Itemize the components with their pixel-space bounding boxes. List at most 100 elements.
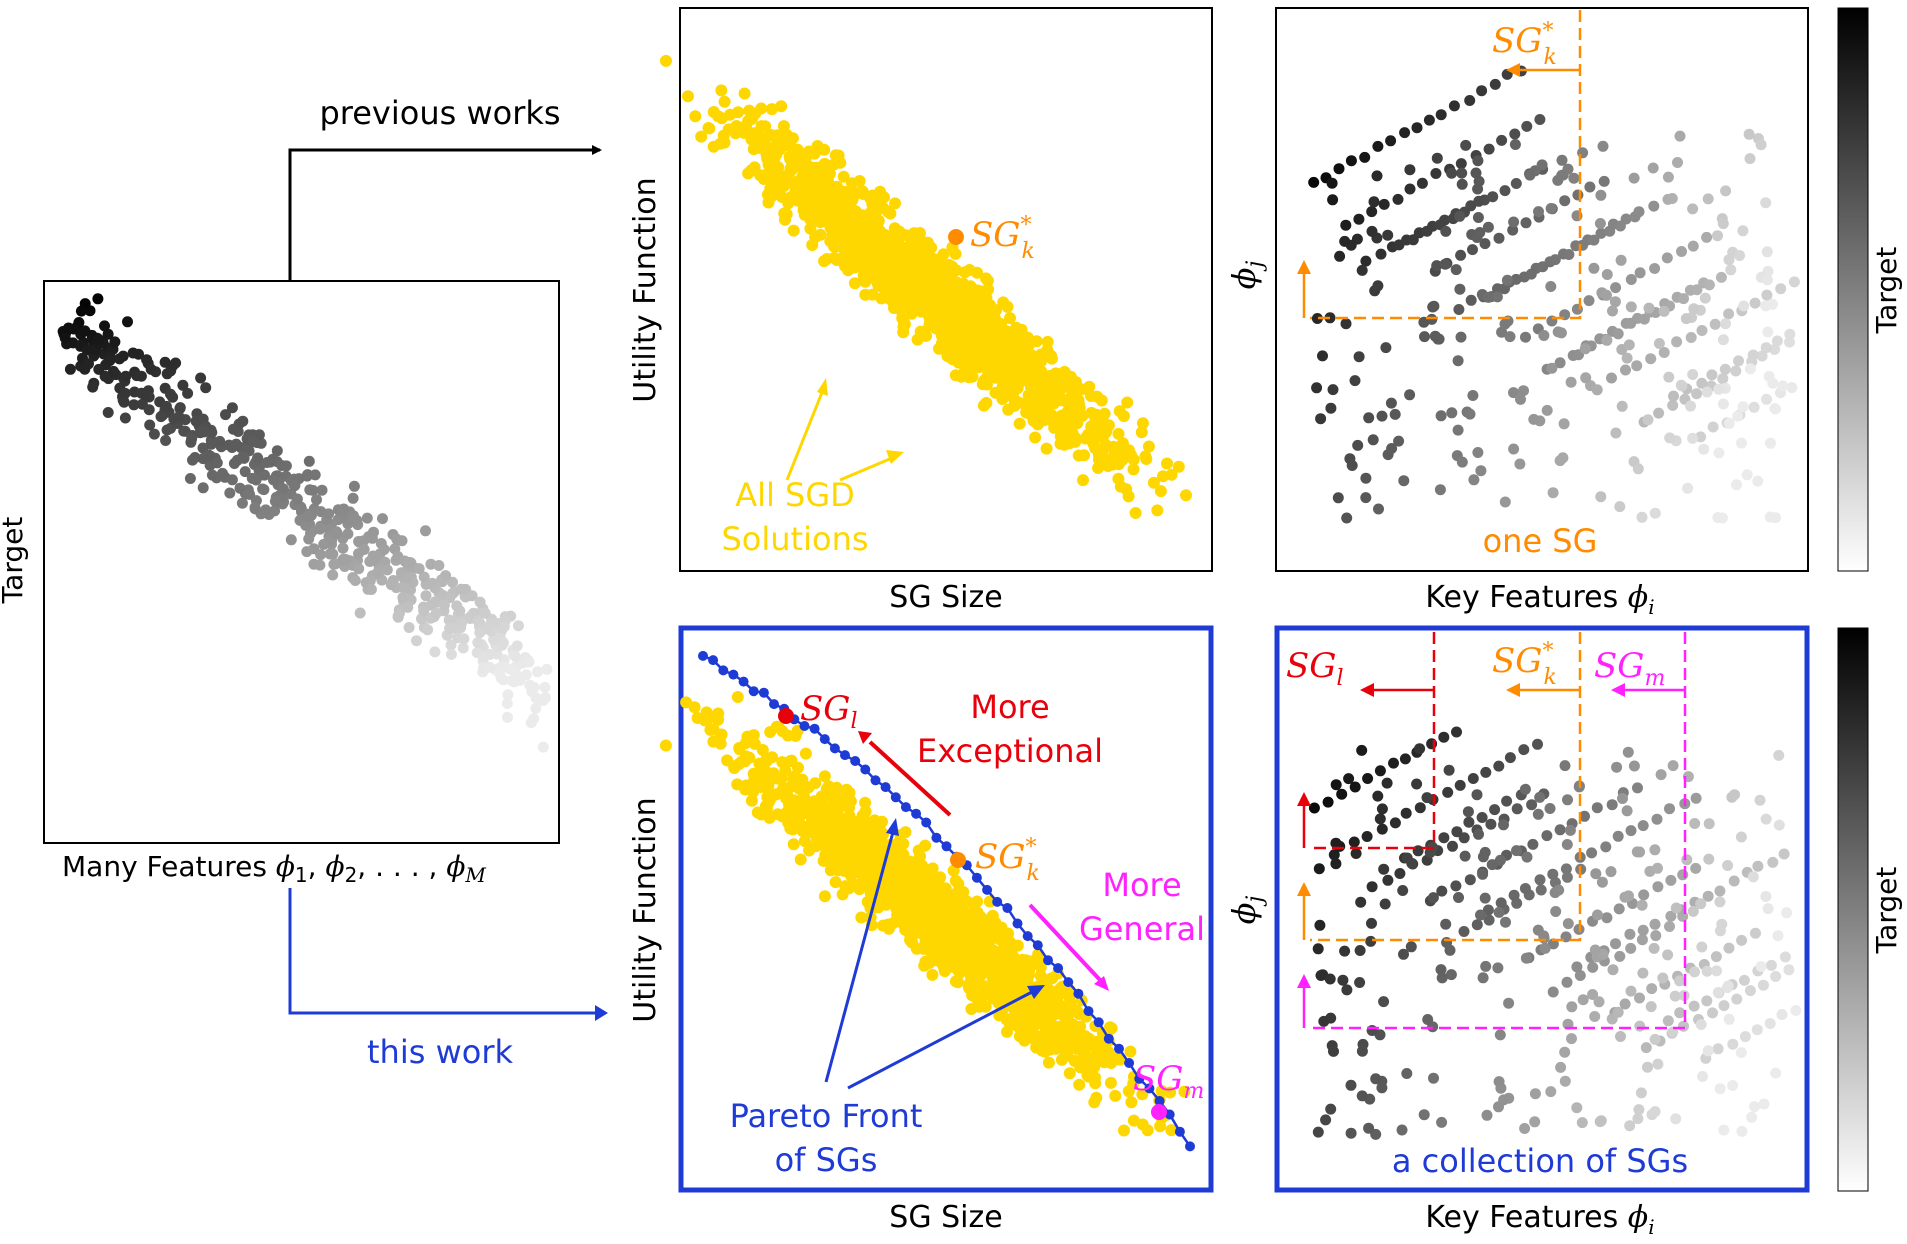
sgd-solution-point [897,280,910,293]
left-data-point [102,407,114,418]
feature-data-point [1611,761,1623,773]
feature-data-point [1460,139,1472,151]
feature-data-point [1561,839,1573,850]
sgd-solution-point [1004,312,1016,325]
left-data-point [338,503,350,515]
feature-data-point [1393,435,1405,447]
feature-data-point [1388,757,1399,769]
pareto-arrow-2 [847,990,1033,1090]
left-data-point [502,711,513,723]
feature-data-point [1479,892,1491,904]
sgd-solution-point [837,170,850,183]
sgd-solution-point [745,794,758,807]
left-data-point [195,372,207,384]
top-middle-ylabel: Utility Function [628,177,663,402]
sgd-solution-point [1010,321,1023,334]
feature-data-point [1473,828,1484,840]
left-data-point [541,663,553,675]
sgd-solution-point [771,808,784,821]
feature-data-point [1637,820,1649,832]
feature-data-point [1713,447,1725,459]
feature-data-point [1533,206,1544,218]
feature-data-point [1393,239,1405,251]
feature-data-point [1636,899,1648,911]
feature-data-point [1652,862,1663,874]
left-data-point [93,333,105,345]
sgd-solution-point [955,287,968,299]
sgk-point [950,852,966,868]
feature-data-point [1649,263,1661,274]
feature-data-point [1372,790,1384,802]
sgd-solution-point [891,837,904,850]
left-data-point [249,502,261,513]
left-data-point [445,648,457,660]
top-right-sgk-box [1310,10,1582,320]
sgd-solution-point [823,807,836,820]
feature-data-point [1534,874,1546,886]
sgd-solution-point [964,280,977,293]
feature-data-point [1500,916,1511,928]
feature-data-point [1597,140,1609,152]
sgd-solution-point [756,773,768,786]
pareto-point [921,817,932,828]
sgd-solution-point [762,146,775,159]
feature-data-point [1638,889,1650,901]
sgd-solution-point [1078,449,1090,462]
feature-data-point [1613,903,1625,915]
left-data-point [127,347,139,359]
left-data-point [340,554,352,565]
left-data-point [81,344,93,356]
feature-data-point [1554,824,1566,836]
feature-data-point [1553,884,1565,896]
sgd-solution-point [980,378,993,391]
feature-data-point [1399,753,1411,765]
feature-data-point [1414,802,1426,814]
feature-data-point [1356,264,1368,276]
feature-data-point [1465,294,1477,306]
feature-data-point [1349,375,1361,387]
feature-data-point [1648,942,1660,954]
sgd-solution-point [1000,958,1013,971]
feature-data-point [1770,512,1781,524]
left-data-point [418,605,430,617]
feature-data-point [1628,172,1640,184]
feature-data-point [1598,175,1610,187]
feature-data-point [1610,282,1622,294]
sgd-solution-point [712,110,725,123]
left-data-point [109,336,121,348]
feature-data-point [1601,289,1612,301]
feature-data-point [1365,935,1377,947]
sgd-solution-point [1034,969,1047,982]
feature-data-point [1646,983,1658,995]
sgd-solution-point [1100,426,1112,439]
feature-data-point [1564,824,1576,836]
feature-data-point [1625,985,1637,997]
left-data-point [239,466,251,478]
feature-data-point [1777,380,1789,392]
feature-data-point [1657,972,1669,984]
feature-data-point [1647,162,1659,174]
left-data-point [526,686,538,698]
left-data-point [303,455,315,467]
sgd-solution-point [778,207,791,220]
feature-data-point [1454,210,1466,222]
feature-data-point [1614,501,1626,513]
sgd-solution-point [1045,999,1058,1012]
feature-data-point [1455,249,1467,261]
feature-data-point [1487,191,1499,203]
left-data-point [377,513,388,525]
feature-data-point [1339,235,1351,247]
feature-data-point [1595,1115,1607,1127]
left-data-point [429,646,441,658]
feature-data-point [1624,928,1636,940]
sgd-solution-point [878,237,891,250]
annotation-arrowhead-1 [817,378,828,396]
left-data-point [430,607,442,619]
feature-data-point [1770,971,1782,982]
left-data-point [186,433,198,445]
feature-data-point [1455,331,1467,343]
sgd-solution-point [821,172,833,185]
feature-data-point [1571,961,1583,973]
sgd-solution-point [897,848,910,861]
feature-data-point [1629,211,1641,223]
